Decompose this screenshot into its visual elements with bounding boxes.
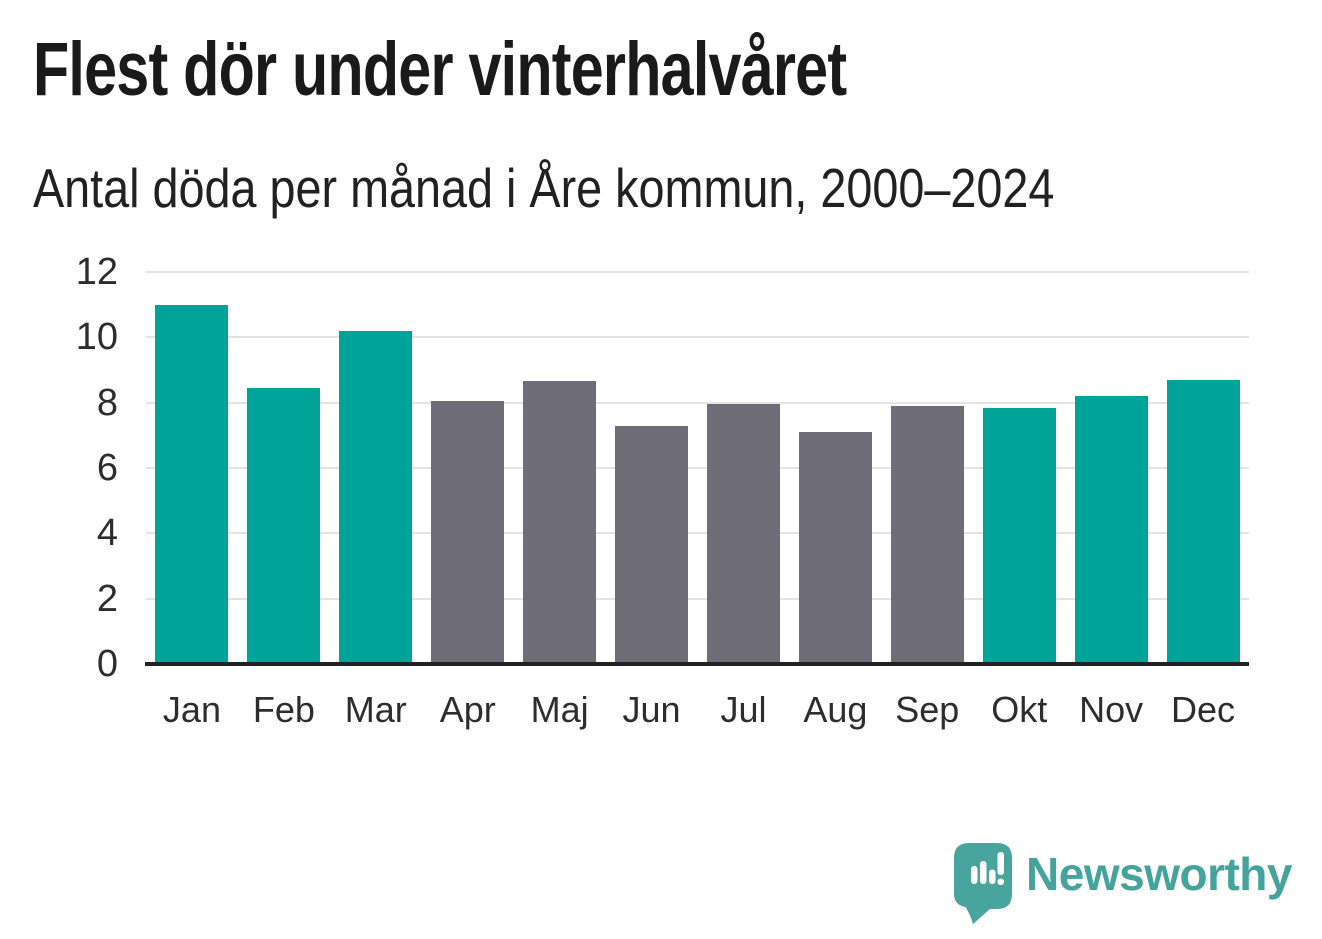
x-axis-label-jun: Jun	[622, 689, 681, 730]
bar-aug	[798, 432, 872, 664]
x-axis-label-dec: Dec	[1171, 689, 1236, 730]
x-axis-label-mar: Mar	[344, 689, 407, 730]
chart-subtitle: Antal döda per månad i Åre kommun, 2000–…	[33, 157, 1055, 219]
y-axis-tick-label-4: 4	[96, 512, 118, 555]
bar-feb	[247, 387, 321, 664]
gridline-y-2	[146, 597, 1249, 600]
x-axis-label-jan: Jan	[162, 689, 221, 730]
x-axis-label-sep: Sep	[895, 689, 960, 730]
y-axis-tick-label-2: 2	[96, 577, 118, 620]
x-axis-label-feb: Feb	[252, 689, 315, 730]
gridline-y-10	[146, 336, 1249, 339]
y-axis-tick-label-8: 8	[96, 381, 118, 424]
x-axis-label-nov: Nov	[1079, 689, 1144, 730]
gridline-y-4	[146, 532, 1249, 535]
newsworthy-speech-bubble-chart-icon	[954, 843, 1013, 925]
bar-mar	[339, 330, 413, 664]
gridline-y-6	[146, 467, 1249, 469]
x-axis-label-jul: Jul	[720, 689, 767, 730]
bar-jan	[155, 304, 229, 664]
y-axis-tick-label-6: 6	[96, 447, 118, 489]
bar-apr	[431, 401, 505, 664]
gridline-y-8	[146, 401, 1249, 404]
bar-jun	[615, 425, 689, 664]
x-axis-label-apr: Apr	[439, 689, 496, 730]
bar-jul	[706, 404, 780, 664]
x-axis-label-okt: Okt	[991, 689, 1048, 730]
y-axis-tick-label-12: 12	[75, 251, 118, 293]
x-axis-line	[145, 662, 1249, 666]
plot-area	[145, 271, 1249, 666]
chart-title: Flest dör under vinterhalvåret	[33, 27, 847, 112]
x-axis-label-aug: Aug	[803, 689, 868, 730]
y-axis-tick-label-10: 10	[75, 316, 118, 359]
brand-name: Newsworthy	[1026, 848, 1292, 900]
gridline-y-12	[146, 271, 1249, 273]
newsworthy-logo: Newsworthy	[954, 843, 1292, 925]
bar-okt	[982, 407, 1056, 664]
y-axis-tick-label-0: 0	[96, 643, 118, 685]
bar-sep	[890, 405, 964, 664]
bar-dec	[1166, 379, 1240, 664]
bar-nov	[1074, 396, 1148, 664]
x-axis-label-maj: Maj	[530, 689, 589, 730]
bar-maj	[523, 381, 597, 664]
